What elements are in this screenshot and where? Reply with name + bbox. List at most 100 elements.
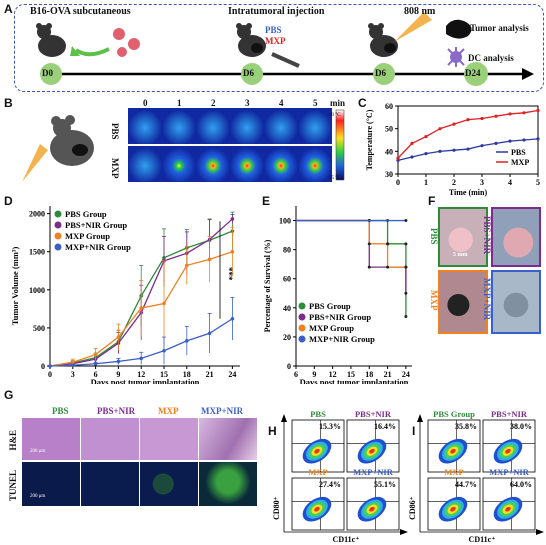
flow-y-arrow <box>417 414 423 422</box>
data-point <box>438 149 442 153</box>
flow-x-axis-label: CD11c⁺ <box>469 535 496 544</box>
density-contour <box>369 506 375 512</box>
flow-group-label: PBS <box>310 409 326 419</box>
flow-i-cd86: PBS Group 35.8% PBS+NIR 38.0% MXP 44.7% MXP+NI… <box>408 409 544 544</box>
panel-a-timeline <box>36 12 534 86</box>
x-tick-label: 18 <box>365 370 373 379</box>
censor-mark <box>404 242 408 246</box>
x-tick-label: 4 <box>508 178 512 187</box>
density-contour <box>314 448 320 454</box>
step-d6b-day: D6 <box>375 68 386 78</box>
y-tick-label: 2000 <box>29 210 45 219</box>
legend-label: MXP+NIR Group <box>65 242 131 252</box>
data-point <box>494 141 498 145</box>
f-label-mxp: MXP <box>429 290 439 311</box>
legend-marker <box>298 335 306 343</box>
data-point <box>522 138 526 142</box>
photo-pbs <box>438 207 488 267</box>
flow-percent: 38.0% <box>510 422 532 431</box>
panel-letter-e: E <box>262 194 271 208</box>
b-time-0: 0 <box>143 98 148 108</box>
y-tick-label: 20 <box>283 333 291 342</box>
b-row-pbs: PBS <box>110 123 120 140</box>
data-point <box>230 249 235 254</box>
density-contour <box>369 448 375 454</box>
panel-letter-i: I <box>412 424 416 438</box>
legend-marker <box>298 313 306 321</box>
flow-percent: 27.4% <box>319 480 341 489</box>
b-time-3: 3 <box>245 98 250 108</box>
x-axis-label: Days post tumor implantation <box>91 377 200 384</box>
flow-x-arrow <box>536 529 544 535</box>
he-image-mxp <box>140 418 198 460</box>
data-point <box>71 363 75 368</box>
legend-marker <box>54 210 62 218</box>
y-tick-label: 60 <box>385 102 393 111</box>
flow-group-label: PBS+NIR <box>355 409 392 419</box>
censor-mark <box>367 265 371 269</box>
data-point <box>480 116 484 121</box>
data-point <box>185 263 189 268</box>
mouse-icon <box>50 115 94 166</box>
green-arrow-icon <box>74 47 110 57</box>
dendritic-cell-icon <box>447 47 465 67</box>
step-d6-day: D6 <box>243 68 254 78</box>
y-tick-label: 0 <box>41 362 45 371</box>
x-axis-label: Time (min) <box>449 188 488 197</box>
density-contour <box>450 448 456 454</box>
tunel-image-pbs-nir <box>81 462 139 506</box>
f-label-mxp-nir: MXP+NIR <box>482 278 492 321</box>
x-tick-label: 3 <box>71 370 75 379</box>
x-tick-label: 21 <box>384 370 392 379</box>
x-tick-label: 6 <box>294 370 298 379</box>
data-point <box>93 361 98 366</box>
x-tick-label: 6 <box>94 370 98 379</box>
data-point <box>185 339 189 343</box>
b-time-2: 2 <box>211 98 216 108</box>
flow-y-axis-label: CD80⁺ <box>272 496 281 520</box>
data-point <box>410 141 414 145</box>
legend-label: PBS+NIR Group <box>309 312 371 322</box>
legend-label: MXP Group <box>65 231 110 241</box>
data-point <box>116 335 121 339</box>
data-point <box>48 364 52 368</box>
data-point <box>466 118 470 122</box>
legend-label: PBS <box>511 148 526 157</box>
data-point <box>207 257 212 262</box>
b-scale-min: 25 °C <box>329 176 341 181</box>
agent-mxp: MXP <box>265 36 286 46</box>
legend-label: PBS Group <box>65 209 107 219</box>
chart-d-tumor-volume: 0 3 6 9 12 15 18 21 24 0 500 1000 1500 2000 Days post … <box>10 206 240 384</box>
b-time-5: 5 <box>313 98 318 108</box>
y-tick-label: 500 <box>33 324 45 333</box>
y-axis-label: Temperature (°C) <box>365 109 374 170</box>
flow-group-label: PBS+NIR <box>491 409 528 419</box>
g-row-he: H&E <box>8 430 18 451</box>
f-label-pbs-nir: PBS+NIR <box>482 216 492 255</box>
laser-beam-icon <box>394 12 432 42</box>
x-tick-label: 9 <box>116 370 120 379</box>
flow-percent: 15.3% <box>319 422 341 431</box>
data-point <box>162 301 166 306</box>
significance-label: *** <box>224 267 234 281</box>
data-point <box>139 356 143 361</box>
x-tick-label: 0 <box>48 370 52 379</box>
legend-label: MXP Group <box>309 323 354 333</box>
panel-letter-b: B <box>4 96 13 110</box>
data-point <box>424 152 428 156</box>
g-col-pbs: PBS <box>52 406 69 416</box>
photo-mxp-nir <box>491 270 541 334</box>
x-tick-label: 1 <box>424 178 428 187</box>
y-tick-label: 40 <box>283 304 291 313</box>
step-laser-label: 808 nm <box>404 6 436 17</box>
panel-letter-c: C <box>358 96 367 110</box>
g-col-mxp: MXP <box>158 406 179 416</box>
thermal-images <box>128 108 345 182</box>
y-tick-label: 40 <box>385 147 393 156</box>
flow-group-label: MXP+NIR <box>353 467 394 477</box>
data-point <box>438 127 442 131</box>
data-point <box>494 114 498 118</box>
data-point <box>396 156 400 160</box>
flow-x-arrow <box>400 529 408 535</box>
tumor-analysis-label: Tumor analysis <box>470 23 529 33</box>
